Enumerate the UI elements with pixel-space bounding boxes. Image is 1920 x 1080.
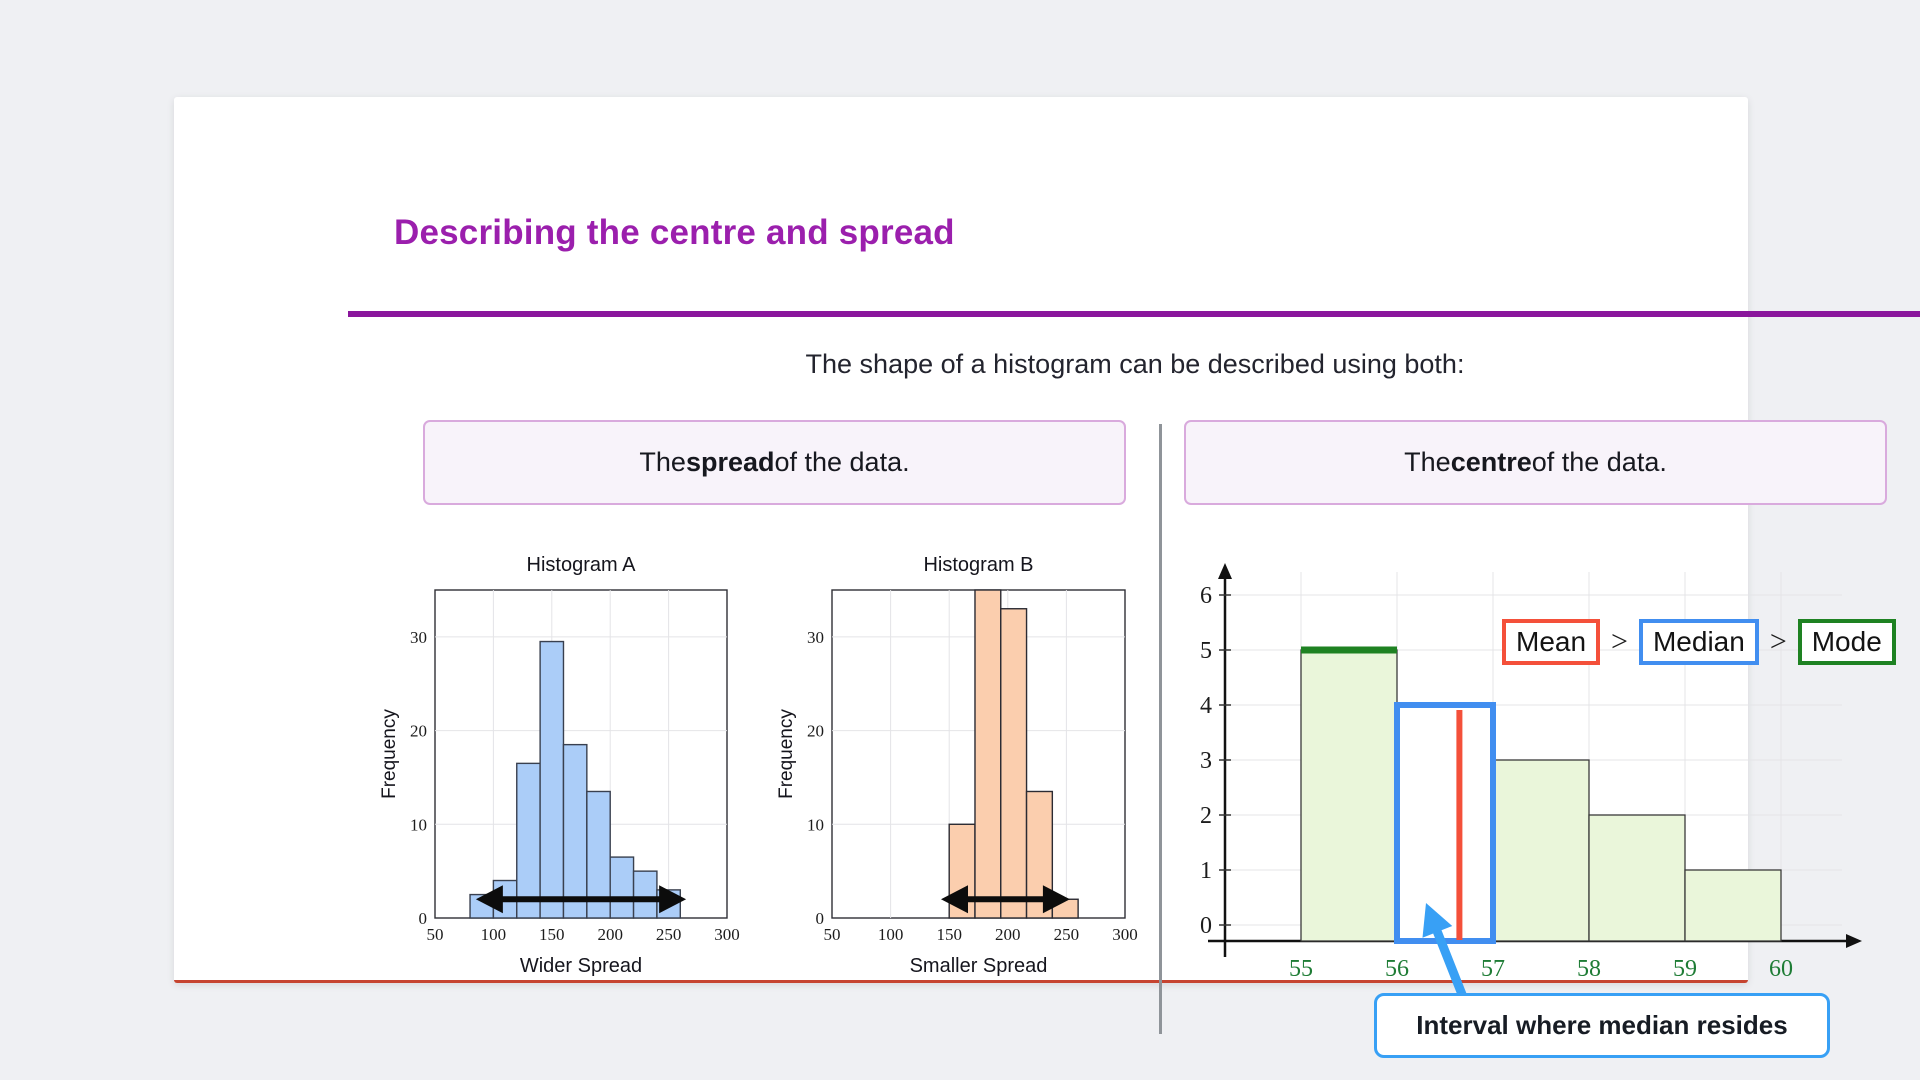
histogram-bar bbox=[1492, 759, 1590, 942]
histogram-bar bbox=[632, 870, 658, 919]
histogram-bar bbox=[1000, 608, 1028, 919]
x-tick-label: 50 bbox=[427, 925, 444, 944]
histogram-bar bbox=[609, 856, 635, 919]
x-tick-label: 57 bbox=[1481, 956, 1505, 982]
x-tick-label: 100 bbox=[878, 925, 904, 944]
chart-title: Histogram B bbox=[923, 554, 1033, 576]
mode-box: Mode bbox=[1797, 619, 1896, 665]
y-tick-label: 30 bbox=[807, 628, 824, 647]
x-tick-label: 50 bbox=[824, 925, 841, 944]
x-tick-label: 100 bbox=[481, 925, 507, 944]
page-title: Describing the centre and spread bbox=[394, 213, 955, 252]
centre-box-text-bold: centre bbox=[1450, 447, 1532, 477]
spread-box-text-prefix: The bbox=[639, 447, 686, 477]
x-tick-label: 150 bbox=[936, 925, 962, 944]
y-tick-label: 5 bbox=[1200, 638, 1212, 664]
median-interval-bar bbox=[1394, 702, 1496, 944]
y-tick-label: 0 bbox=[816, 909, 825, 928]
x-axis-arrowhead bbox=[1846, 934, 1862, 948]
x-tick-label: 58 bbox=[1577, 956, 1601, 982]
y-tick-label: 0 bbox=[1200, 913, 1212, 939]
spread-arrow-head-left bbox=[475, 885, 503, 914]
spread-arrow-head-right bbox=[659, 885, 687, 914]
y-tick-label: 1 bbox=[1200, 858, 1212, 884]
vertical-divider bbox=[1159, 424, 1162, 1034]
histogram-a-chart: 50 100 150 200 250 300 0 10 20 30 Histogram A Wider… bbox=[379, 554, 740, 977]
y-tick-label: 10 bbox=[410, 815, 427, 834]
x-tick-label: 55 bbox=[1289, 956, 1313, 982]
x-tick-label: 150 bbox=[539, 925, 565, 944]
callout-arrow-head bbox=[1422, 903, 1453, 938]
title-underline bbox=[348, 311, 1920, 317]
x-tick-label: 200 bbox=[995, 925, 1021, 944]
centre-box: The centre of the data. bbox=[1184, 420, 1887, 505]
x-tick-label: 300 bbox=[1112, 925, 1138, 944]
histogram-bar bbox=[1588, 814, 1686, 942]
greater-than-sign: > bbox=[1611, 625, 1628, 658]
slide-card: Describing the centre and spread The sha… bbox=[174, 97, 1920, 1058]
histogram-bar bbox=[516, 762, 541, 919]
histogram-bar bbox=[562, 743, 588, 919]
histogram-bar bbox=[974, 589, 1002, 919]
histogram-bar bbox=[1300, 649, 1398, 942]
y-tick-label: 30 bbox=[410, 628, 427, 647]
mean-median-mode-legend: Mean > Median > Mode bbox=[1502, 614, 1896, 670]
median-interval-callout: Interval where median resides bbox=[1374, 993, 1830, 1058]
histogram-b-chart: 50 100 150 200 250 300 0 10 20 30 Histogram B Small… bbox=[776, 554, 1138, 977]
greater-than-sign: > bbox=[1769, 625, 1787, 658]
x-tick-label: 200 bbox=[597, 925, 623, 944]
y-tick-label: 10 bbox=[807, 815, 824, 834]
y-tick-label: 0 bbox=[419, 909, 428, 928]
y-tick-label: 6 bbox=[1200, 583, 1212, 609]
x-tick-label: 56 bbox=[1385, 956, 1409, 982]
y-tick-label: 4 bbox=[1200, 693, 1212, 719]
chart-title: Histogram A bbox=[527, 554, 637, 576]
subtitle: The shape of a histogram can be describe… bbox=[805, 349, 1465, 379]
spread-box-text-bold: spread bbox=[685, 447, 775, 477]
histogram-bar bbox=[1684, 869, 1782, 942]
y-tick-label: 20 bbox=[410, 722, 427, 741]
spread-box-text-suffix: of the data. bbox=[774, 447, 910, 477]
spread-arrow-head-left bbox=[940, 885, 968, 914]
y-axis-arrowhead bbox=[1218, 563, 1232, 579]
y-axis-label: Frequency bbox=[776, 709, 797, 799]
median-box: Median bbox=[1638, 619, 1759, 665]
mean-box: Mean bbox=[1502, 619, 1601, 665]
y-tick-label: 2 bbox=[1200, 803, 1212, 829]
x-tick-label: 250 bbox=[656, 925, 682, 944]
y-tick-label: 20 bbox=[807, 722, 824, 741]
spread-box: The spread of the data. bbox=[423, 420, 1126, 505]
y-axis-label: Frequency bbox=[379, 709, 400, 799]
x-tick-label: 59 bbox=[1673, 956, 1697, 982]
centre-box-text-suffix: of the data. bbox=[1531, 447, 1667, 477]
x-tick-label: 300 bbox=[714, 925, 740, 944]
histogram-bar bbox=[586, 790, 611, 919]
histogram-bar bbox=[539, 640, 565, 919]
x-tick-label: 60 bbox=[1769, 956, 1793, 982]
x-tick-label: 250 bbox=[1054, 925, 1080, 944]
x-axis-label: Smaller Spread bbox=[910, 955, 1048, 977]
x-axis-label: Wider Spread bbox=[520, 955, 642, 977]
y-tick-label: 3 bbox=[1200, 748, 1212, 774]
centre-box-text-prefix: The bbox=[1404, 447, 1451, 477]
spread-arrow-head-right bbox=[1042, 885, 1070, 914]
